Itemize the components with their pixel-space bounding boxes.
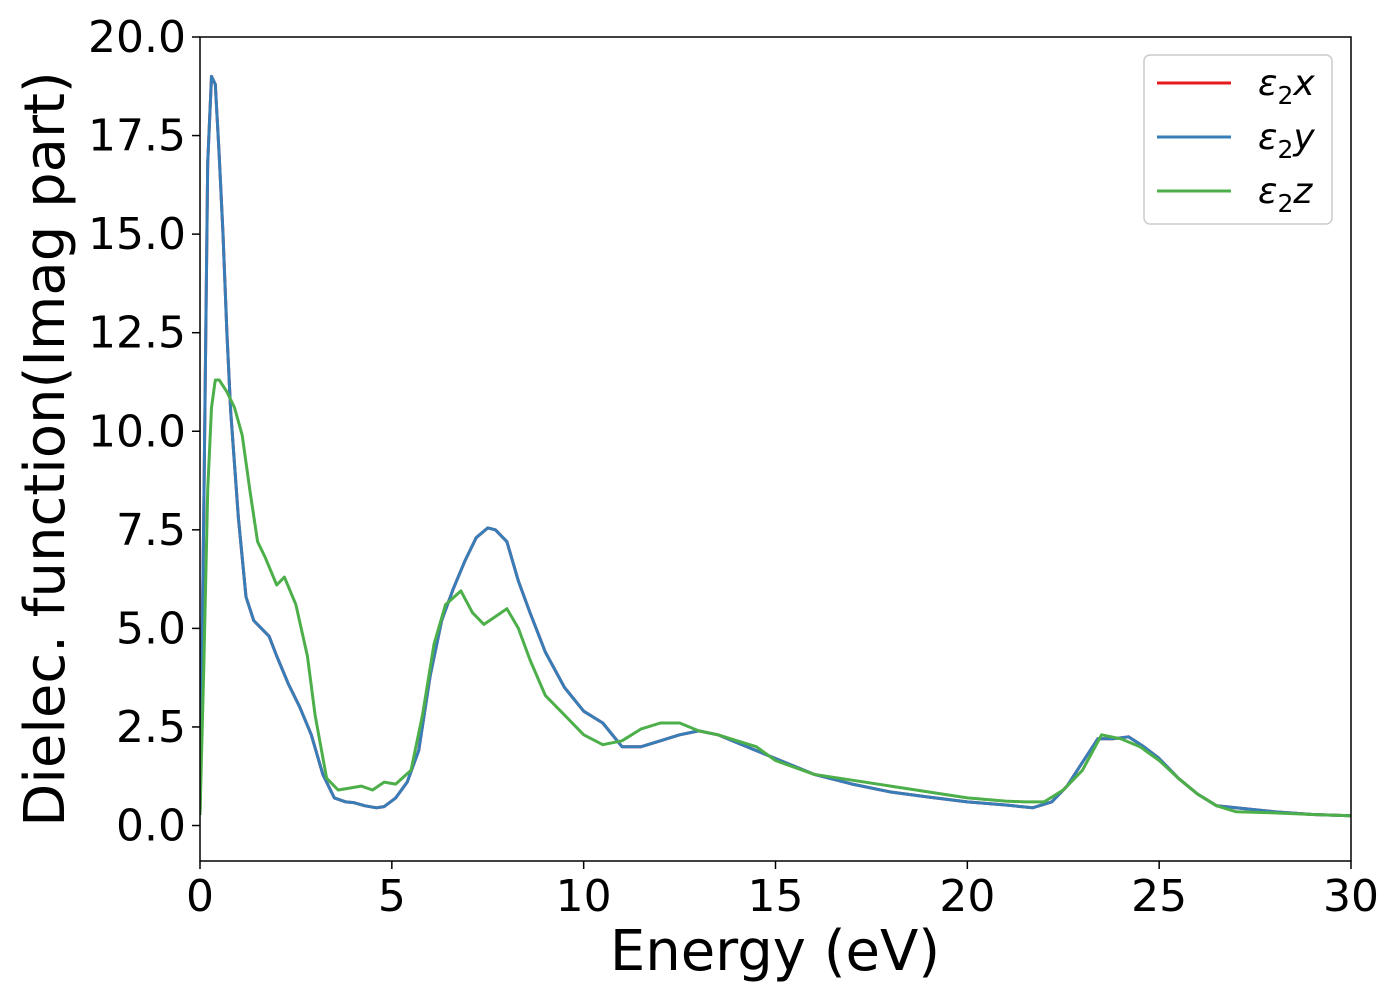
y-tick-label: 15.0: [88, 209, 186, 260]
y-tick-label: 12.5: [88, 308, 186, 359]
x-tick-label: 15: [748, 871, 804, 922]
y-tick-label: 7.5: [116, 505, 186, 556]
legend-box: [1143, 54, 1333, 225]
x-tick-label: 30: [1323, 871, 1379, 922]
y-axis-title: Dielec. function(Imag part): [13, 71, 78, 827]
x-axis: 0 5 10 15 20 25 30: [186, 861, 1379, 922]
y-tick-label: 10.0: [88, 406, 186, 457]
x-tick-label: 0: [186, 871, 214, 922]
legend-label-y: ε2y: [1258, 117, 1315, 164]
y-axis: 0.0 2.5 5.0 7.5 10.0 12.5 15.0 17.5 20.0: [88, 12, 200, 852]
series-line-y: [200, 74, 1351, 818]
y-tick-label: 0.0: [116, 801, 186, 852]
legend: ε2x ε2y ε2z: [1143, 54, 1333, 225]
series-line-z: [200, 378, 1351, 818]
x-tick-label: 20: [939, 871, 995, 922]
legend-label-x: ε2x: [1258, 63, 1315, 110]
y-tick-label: 17.5: [88, 111, 186, 162]
x-axis-title: Energy (eV): [610, 919, 940, 984]
y-tick-label: 5.0: [116, 603, 186, 654]
legend-label-z: ε2z: [1258, 171, 1313, 218]
x-tick-label: 25: [1131, 871, 1187, 922]
y-tick-label: 20.0: [88, 12, 186, 63]
x-tick-label: 5: [378, 871, 406, 922]
y-tick-label: 2.5: [116, 702, 186, 753]
plot-lines: [200, 74, 1351, 818]
x-tick-label: 10: [556, 871, 612, 922]
